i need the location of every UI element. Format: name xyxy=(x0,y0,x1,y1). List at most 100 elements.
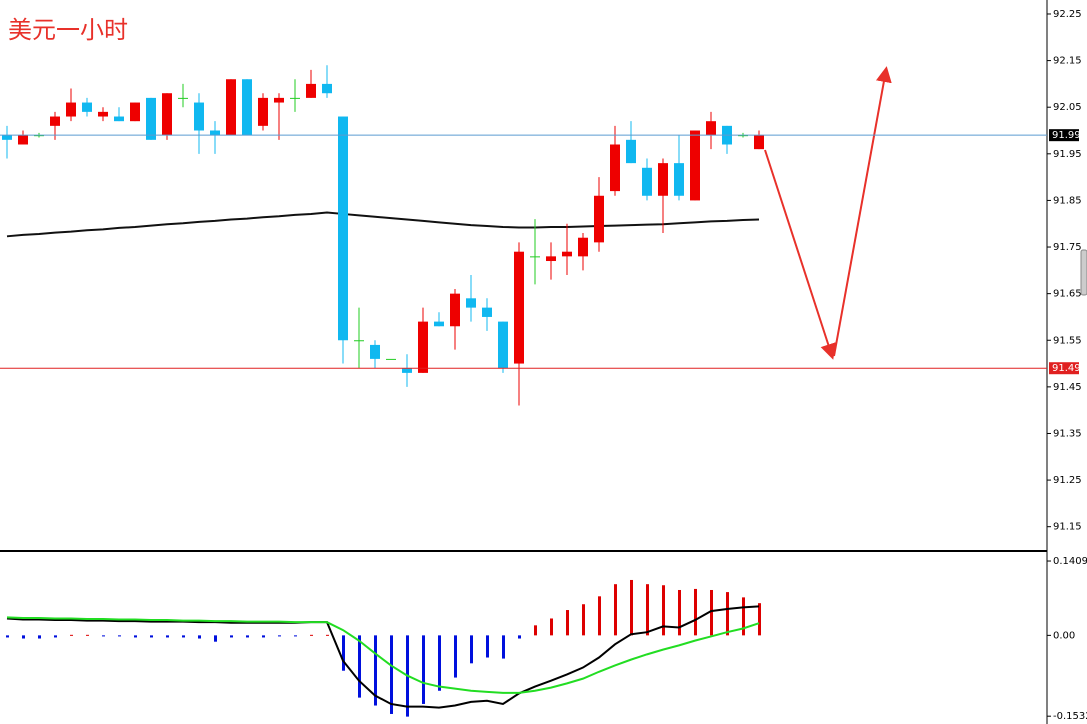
histogram-bar xyxy=(710,589,713,636)
scroll-handle[interactable] xyxy=(1080,249,1087,296)
candle-body xyxy=(178,97,188,99)
y-tick-label: 91.25 xyxy=(1053,475,1082,486)
candle-body xyxy=(626,139,636,164)
candle-body xyxy=(594,195,604,243)
histogram-bar xyxy=(86,634,89,636)
y-tick-label: 91.55 xyxy=(1053,335,1082,346)
y-tick-label: 0.1409 xyxy=(1053,556,1087,567)
histogram-bar xyxy=(742,597,745,636)
candle-body xyxy=(562,251,572,257)
y-tick-label: 91.95 xyxy=(1053,149,1082,160)
candle-body xyxy=(114,116,124,122)
histogram-bar xyxy=(646,584,649,636)
candle-body xyxy=(194,102,204,131)
histogram-bar xyxy=(678,589,681,636)
histogram-bar xyxy=(262,635,265,638)
histogram-bar xyxy=(614,584,617,636)
histogram-bar xyxy=(6,635,9,638)
candle-body xyxy=(242,79,252,136)
candle-body xyxy=(162,93,172,136)
candle-body xyxy=(338,116,348,341)
forecast-arrow xyxy=(764,149,836,360)
candle-body xyxy=(98,111,108,117)
histogram-bar xyxy=(342,635,345,671)
candle-body xyxy=(258,97,268,126)
y-tick-label: 91.65 xyxy=(1053,289,1082,300)
histogram-bar xyxy=(198,635,201,639)
candle-body xyxy=(354,340,364,342)
price-label: 91.49 xyxy=(1052,363,1081,374)
candle-body xyxy=(418,321,428,373)
candle-body xyxy=(18,135,28,145)
candle-body xyxy=(546,256,556,262)
histogram-bar xyxy=(694,588,697,636)
chart-title: 美元一小时 xyxy=(8,16,128,44)
histogram-bar xyxy=(582,604,585,636)
histogram-bar xyxy=(758,603,761,636)
histogram-bar xyxy=(102,635,105,637)
histogram-bar xyxy=(726,592,729,636)
histogram-bar xyxy=(374,635,377,706)
histogram-bar xyxy=(54,635,57,638)
histogram-bar xyxy=(134,635,137,638)
histogram-bar xyxy=(454,635,457,678)
histogram-bar xyxy=(502,635,505,659)
histogram-bar xyxy=(486,635,489,658)
price-label: 91.99 xyxy=(1052,130,1081,141)
histogram-bar xyxy=(70,634,73,636)
candle-body xyxy=(210,130,220,136)
candle-body xyxy=(690,130,700,201)
candle-body xyxy=(146,97,156,140)
histogram-bar xyxy=(230,635,233,638)
candle-body xyxy=(450,293,460,327)
histogram-bar xyxy=(182,635,185,638)
candle-body xyxy=(226,79,236,136)
histogram-bar xyxy=(598,596,601,636)
candle-body xyxy=(290,97,300,99)
price-label-box xyxy=(1049,129,1079,142)
y-tick-label: 91.75 xyxy=(1053,242,1082,253)
y-tick-label: -0.1532 xyxy=(1053,711,1087,722)
candle-body xyxy=(130,102,140,122)
y-tick-label: 91.45 xyxy=(1053,382,1082,393)
candle-body xyxy=(674,163,684,196)
histogram-bar xyxy=(166,635,169,638)
y-tick-label: 92.05 xyxy=(1053,102,1082,113)
y-tick-label: 0.00 xyxy=(1053,630,1075,641)
histogram-bar xyxy=(390,635,393,714)
histogram-bar xyxy=(358,635,361,698)
histogram-bar xyxy=(566,610,569,636)
candle-body xyxy=(642,167,652,196)
histogram-bar xyxy=(550,618,553,636)
candle-body xyxy=(50,116,60,126)
candle-body xyxy=(306,83,316,98)
candle-body xyxy=(66,102,76,117)
histogram-bar xyxy=(214,635,217,642)
histogram-bar xyxy=(310,634,313,636)
histogram-bar xyxy=(246,635,249,638)
y-tick-label: 91.85 xyxy=(1053,195,1082,206)
histogram-bar xyxy=(150,635,153,638)
candle-body xyxy=(370,344,380,359)
candle-body xyxy=(2,135,12,140)
histogram-bar xyxy=(326,634,329,636)
y-tick-label: 92.25 xyxy=(1053,9,1082,20)
candle-body xyxy=(658,163,668,196)
candle-body xyxy=(434,321,444,327)
candle-body xyxy=(530,256,540,258)
candle-body xyxy=(386,358,396,360)
price-label-box xyxy=(1049,362,1079,375)
histogram-bar xyxy=(470,635,473,664)
candle-body xyxy=(482,307,492,317)
histogram-bar xyxy=(38,635,41,639)
candle-body xyxy=(82,102,92,112)
histogram-bar xyxy=(518,635,521,639)
y-tick-label: 91.35 xyxy=(1053,428,1082,439)
macd-line xyxy=(6,605,760,709)
histogram-bar xyxy=(534,625,537,636)
candle-body xyxy=(322,83,332,94)
forecast-arrow xyxy=(833,66,892,357)
candle-body xyxy=(754,135,764,150)
